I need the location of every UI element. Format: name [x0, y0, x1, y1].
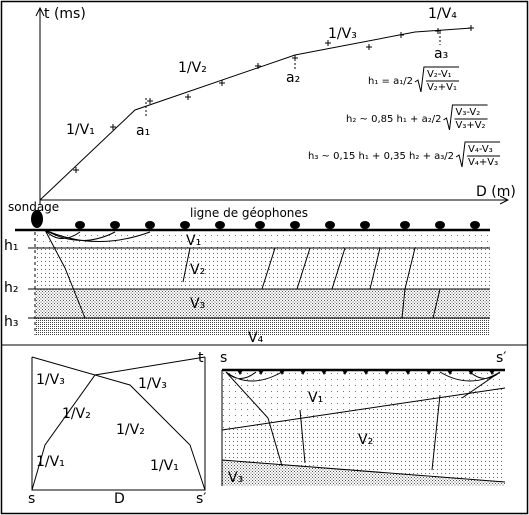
section: sondage ligne de géophones h₁ h₂ h₃ V₁ V… [4, 200, 490, 346]
intercept-label: a₂ [286, 70, 300, 86]
depth-label: h₁ [4, 238, 19, 254]
slope-label: 1/V₁ [150, 458, 179, 474]
formula-numerator: V₂-V₁ [427, 69, 452, 80]
formulas: h₁ = a₁/2 V₂-V₁ V₂+V₁ h₂ ~ 0,85 h₁ + a₂/2 V₃… [308, 66, 501, 168]
geophone [215, 221, 225, 229]
rays [225, 371, 501, 471]
radical [455, 141, 501, 168]
source-label: s [28, 491, 35, 507]
slope-label: 1/V₃ [138, 376, 167, 392]
geophone [321, 370, 327, 375]
receiver-label: s′ [196, 491, 206, 507]
intercept-label: a₁ [136, 123, 150, 139]
slope-label: 1/V₁ [66, 122, 95, 138]
geophone [435, 221, 445, 229]
borehole-label: sondage [8, 200, 59, 214]
slope-label: 1/V₃ [328, 26, 357, 42]
y-axis-label: t (ms) [44, 6, 86, 22]
frame [31, 357, 206, 491]
formula-numerator: V₃-V₂ [455, 107, 480, 118]
slope-label: 1/V₂ [116, 422, 145, 438]
geophone [258, 370, 264, 375]
formula-denominator: V₃+V₂ [455, 120, 485, 131]
intercept-label: a₃ [434, 46, 448, 62]
geophone [255, 221, 265, 229]
layer-label: V₃ [228, 470, 243, 486]
formula-denominator: V₂+V₁ [427, 82, 457, 93]
layer-label: V₁ [308, 390, 323, 406]
slope-label: 1/V₃ [36, 372, 65, 388]
geophone [145, 221, 155, 229]
geophone [290, 221, 300, 229]
depth-ticks [28, 247, 35, 319]
slope-label: 1/V₁ [36, 454, 65, 470]
geophone [405, 370, 411, 375]
dipping-section: s s′ V₁ V₂ V₃ [220, 350, 506, 486]
time-graph: t (ms) D (m) 1/V₁ 1/V₂ 1/V₃ 1/V₄ a₁ a₂ a… [35, 6, 516, 205]
depth-label: h₂ [4, 280, 19, 296]
geophone [342, 370, 348, 375]
formula-lhs: h₁ = a₁/2 [368, 76, 413, 87]
data-crosses [73, 25, 474, 173]
distance-label: D [114, 491, 125, 507]
geophone [470, 221, 480, 229]
geophone-label: ligne de géophones [190, 206, 308, 220]
layer-label: V₁ [186, 233, 201, 249]
geophone [384, 370, 390, 375]
formula-lhs: h₃ ~ 0,15 h₁ + 0,35 h₂ + a₃/2 [308, 151, 454, 162]
depth-label: h₃ [4, 314, 19, 330]
geophone [300, 370, 306, 375]
geophone [400, 221, 410, 229]
travel-time-lines [31, 356, 206, 491]
layer-label: V₄ [248, 330, 264, 346]
intercepts [145, 32, 441, 118]
geophone [237, 370, 243, 375]
geophone [489, 370, 495, 375]
formula-lhs: h₂ ~ 0,85 h₁ + a₂/2 [346, 114, 441, 125]
geophones [75, 221, 480, 229]
geophone [110, 221, 120, 229]
geophone [360, 221, 370, 229]
geophone [325, 221, 335, 229]
geophone [363, 370, 369, 375]
slope-label: 1/V₂ [62, 406, 91, 422]
time-label: t [198, 350, 204, 366]
geophone [180, 221, 190, 229]
x-axis-label: D (m) [476, 184, 516, 200]
slope-label: 1/V₄ [428, 6, 457, 22]
rays [44, 229, 441, 319]
reversed-graph: t 1/V₃ 1/V₃ 1/V₂ 1/V₂ 1/V₁ 1/V₁ s D s′ [28, 350, 206, 507]
layer-label: V₃ [190, 296, 205, 312]
geophone [426, 370, 432, 375]
slope-label: 1/V₂ [178, 60, 207, 76]
geophone [75, 221, 85, 229]
formula-numerator: V₄-V₃ [468, 144, 493, 155]
radical [443, 104, 488, 131]
formula-denominator: V₄+V₃ [468, 157, 498, 168]
layer-label: V₂ [190, 262, 205, 278]
borehole-source [31, 210, 43, 228]
layer-label: V₂ [358, 432, 373, 448]
axes [35, 6, 510, 205]
receiver-label: s′ [496, 350, 506, 366]
geophone [447, 370, 453, 375]
source-label: s [220, 350, 227, 366]
radical [414, 66, 460, 93]
